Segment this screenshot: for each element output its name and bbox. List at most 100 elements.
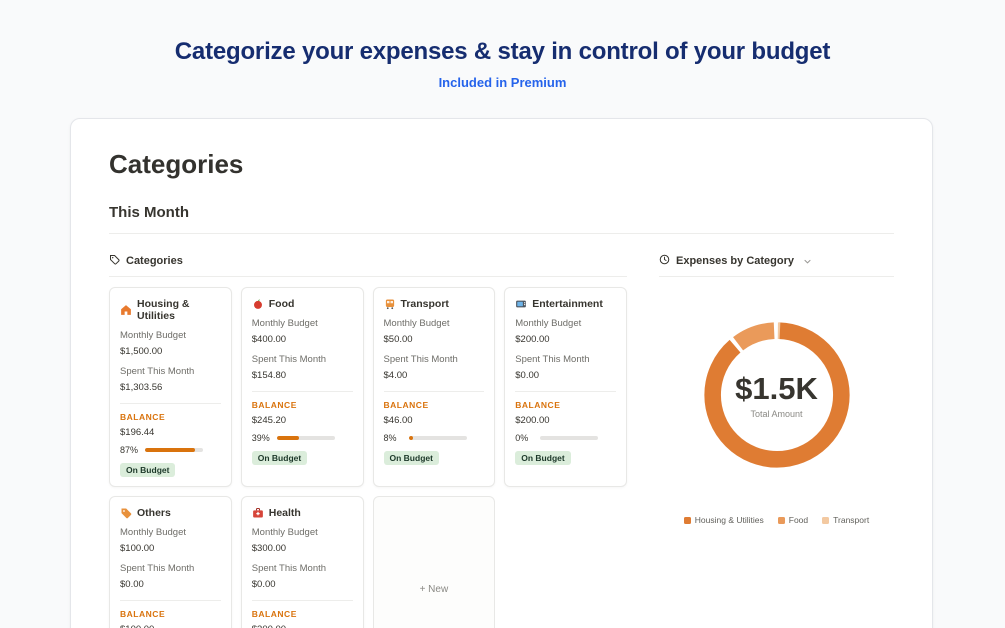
first-aid-icon [252,507,264,519]
category-card-header: Others [120,507,221,519]
category-card-transport[interactable]: Transport Monthly Budget $50.00 Spent Th… [372,287,496,487]
legend-item-food: Food [777,515,809,525]
categories-list-header-label: Categories [126,255,183,267]
monthly-budget-label: Monthly Budget [251,526,318,538]
spent-value: $1,303.56 [120,382,163,394]
progress-bar-fill [276,435,300,440]
chart-column: Expenses by Category $1.5K Total Amount [659,254,894,628]
monthly-budget-label: Monthly Budget [120,330,187,341]
legend-item-housing: Housing & Utilities [683,515,764,525]
category-card-header: Transport [384,298,485,310]
monthly-budget-label: Monthly Budget [383,318,450,329]
new-category-label: + New [419,584,449,596]
legend-label: Transport [833,515,870,525]
category-cards-grid: Housing & Utilities Monthly Budget $1,50… [109,287,627,628]
progress-row: 0% [515,433,616,443]
spent-label: Spent This Month [383,353,458,365]
monthly-budget-label: Monthly Budget [515,318,582,329]
spent-value: $4.00 [383,370,408,382]
progress-percent: 39% [251,432,270,443]
category-card-header: Health [252,507,353,519]
spent-label: Spent This Month [120,365,195,377]
balance-value: $300.00 [252,624,353,628]
category-card-header: Entertainment [515,298,616,310]
progress-row: 39% [252,433,353,443]
category-name: Entertainment [532,298,603,310]
category-name: Housing & Utilities [137,298,190,322]
status-badge: On Budget [515,450,571,465]
progress-bar-fill [145,447,196,452]
tram-icon [384,298,396,310]
divider [251,599,353,601]
category-card-housing[interactable]: Housing & Utilities Monthly Budget $1,50… [109,287,232,487]
status-badge: On Budget [251,450,308,465]
status-badge: On Budget [383,450,439,465]
category-card-header: Housing & Utilities [120,298,221,322]
balance-label: BALANCE [251,608,297,619]
monthly-budget-value: $400.00 [251,334,287,346]
progress-percent: 8% [383,432,397,443]
spent-label: Spent This Month [251,562,327,574]
donut-segments [703,322,850,468]
legend-swatch [683,516,691,524]
category-name: Transport [400,298,449,310]
donut-chart: $1.5K Total Amount [699,317,855,473]
category-card-others[interactable]: Others Monthly Budget $100.00 Spent This… [109,495,232,628]
expenses-chart-header[interactable]: Expenses by Category [659,254,894,277]
balance-label: BALANCE [515,399,561,410]
clock-icon [659,254,670,268]
tag-outline-icon [109,254,120,268]
legend-label: Food [788,515,809,525]
template-card: Categories This Month Categories [70,118,933,628]
chevron-down-icon[interactable] [803,257,812,266]
monthly-budget-value: $1,500.00 [120,346,163,358]
tag-icon [120,507,132,519]
legend-item-transport: Transport [822,515,869,525]
monthly-budget-label: Monthly Budget [120,526,187,538]
divider [515,390,616,392]
progress-bar-fill [408,435,414,440]
divider [120,599,221,601]
spent-label: Spent This Month [251,353,327,365]
categories-column: Categories Housing & Utilities Monthly B… [109,254,627,628]
house-icon [120,304,132,316]
page-title: Categorize your expenses & stay in contr… [174,38,831,65]
balance-value: $200.00 [515,414,550,426]
monthly-budget-value: $100.00 [120,543,155,555]
tv-icon [515,298,527,310]
legend-swatch [777,516,785,524]
status-badge: On Budget [120,462,176,477]
balance-label: BALANCE [383,399,429,410]
category-card-entertainment[interactable]: Entertainment Monthly Budget $200.00 Spe… [504,287,627,487]
progress-percent: 87% [120,444,139,455]
balance-label: BALANCE [120,608,166,619]
category-card-food[interactable]: Food Monthly Budget $400.00 Spent This M… [240,287,364,487]
apple-icon [252,298,264,310]
progress-bar [145,447,203,452]
progress-bar [408,435,467,440]
category-card-header: Food [252,298,353,310]
new-category-button[interactable]: + New [372,495,496,628]
spent-value: $0.00 [251,579,276,591]
spent-value: $154.80 [251,370,287,382]
progress-bar [276,435,335,440]
monthly-budget-value: $50.00 [383,334,413,346]
category-card-health[interactable]: Health Monthly Budget $300.00 Spent This… [240,495,364,628]
divider [383,390,485,392]
monthly-budget-value: $200.00 [515,334,550,346]
category-name: Others [137,506,171,519]
divider [120,402,221,404]
balance-value: $245.20 [251,414,287,426]
section-title: This Month [109,204,894,234]
monthly-budget-label: Monthly Budget [251,318,318,329]
categories-list-header[interactable]: Categories [109,254,627,277]
progress-bar [540,435,599,440]
balance-value: $46.00 [383,414,413,426]
premium-label: Included in Premium [438,75,567,90]
balance-label: BALANCE [120,411,166,422]
balance-value: $100.00 [120,624,221,628]
balance-value: $196.44 [120,426,155,438]
chart-area: $1.5K Total Amount Housing & Utilities F… [659,277,894,525]
legend-swatch [822,516,830,524]
